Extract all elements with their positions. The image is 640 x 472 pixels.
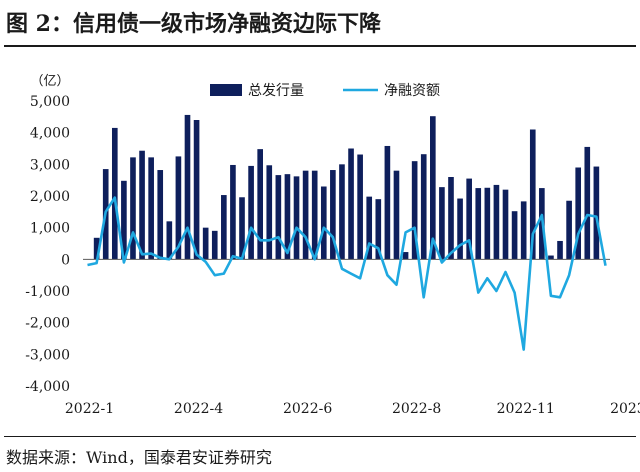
bar [93, 237, 100, 260]
y-tick-label: 4,000 [30, 126, 70, 142]
source-note: 数据来源：Wind，国泰君安证券研究 [6, 448, 272, 467]
bar [230, 164, 236, 260]
x-tick-label: 2022-11 [497, 401, 555, 417]
source-rule [4, 436, 636, 437]
net-financing-line [87, 196, 607, 351]
bar [139, 150, 145, 260]
bar [302, 170, 309, 260]
bar [266, 165, 273, 260]
bar [411, 161, 418, 260]
bar [248, 165, 254, 260]
x-tick-label: 2022-8 [392, 401, 441, 417]
bar [330, 170, 336, 260]
bar [566, 200, 572, 260]
bar [466, 178, 472, 260]
bar [320, 186, 327, 260]
x-tick-label: 2022-6 [283, 401, 332, 417]
bar [311, 170, 318, 260]
bar [402, 252, 409, 260]
legend-line-label: 净融资额 [384, 83, 440, 99]
bar [193, 120, 200, 260]
y-tick-label: 2,000 [30, 189, 70, 205]
y-tick-label: -4,000 [25, 379, 70, 395]
chart: （亿） -4,000 -3,000 -2,000 -1,000 0 1,000 2,000 3,… [25, 74, 640, 417]
bar [484, 187, 491, 260]
bar [529, 129, 536, 260]
bar [420, 154, 427, 260]
bar [448, 177, 454, 260]
bar [384, 145, 391, 260]
bar [493, 184, 500, 260]
legend-bar-swatch [210, 84, 242, 96]
bar [439, 187, 445, 260]
figure-title: 图 2：信用债一级市场净融资边际下降 [6, 11, 381, 37]
bar [239, 197, 245, 260]
bar [348, 148, 354, 260]
bar [148, 157, 154, 260]
bar [475, 188, 482, 260]
bar [284, 174, 291, 260]
bar [584, 146, 591, 260]
bar [175, 156, 182, 260]
bar [202, 227, 209, 260]
bar [130, 157, 136, 260]
bar [121, 180, 127, 260]
bar [339, 164, 345, 260]
y-tick-label: -3,000 [25, 347, 70, 363]
bar [511, 211, 518, 260]
bar [393, 170, 400, 260]
bar [184, 114, 191, 260]
bar [520, 201, 527, 260]
y-tick-label: 0 [61, 252, 70, 268]
y-axis-unit: （亿） [30, 74, 69, 89]
bar [548, 255, 554, 260]
y-tick-label: -2,000 [25, 316, 70, 332]
x-tick-label: 2022-1 [65, 401, 114, 417]
y-tick-label: 3,000 [30, 157, 70, 173]
x-tick-label: 2023-1 [610, 401, 640, 417]
bar [157, 170, 164, 260]
y-tick-label: 5,000 [30, 94, 70, 110]
bar [111, 127, 118, 260]
bar [457, 198, 463, 260]
title-rule [4, 45, 636, 47]
bar [166, 221, 173, 260]
y-tick-label: 1,000 [30, 221, 70, 237]
bar [257, 149, 263, 260]
bar [375, 199, 382, 260]
bar [357, 154, 363, 260]
bar [557, 240, 563, 260]
x-tick-label: 2022-4 [174, 401, 223, 417]
legend-bar-label: 总发行量 [248, 83, 304, 99]
bar [502, 189, 509, 260]
bar [211, 230, 218, 260]
bar [221, 195, 227, 260]
bar [593, 166, 600, 260]
bar [366, 196, 373, 260]
bar [293, 176, 300, 260]
y-tick-label: -1,000 [25, 284, 70, 300]
bar [275, 175, 282, 260]
bar [430, 116, 436, 260]
bar [575, 167, 582, 260]
